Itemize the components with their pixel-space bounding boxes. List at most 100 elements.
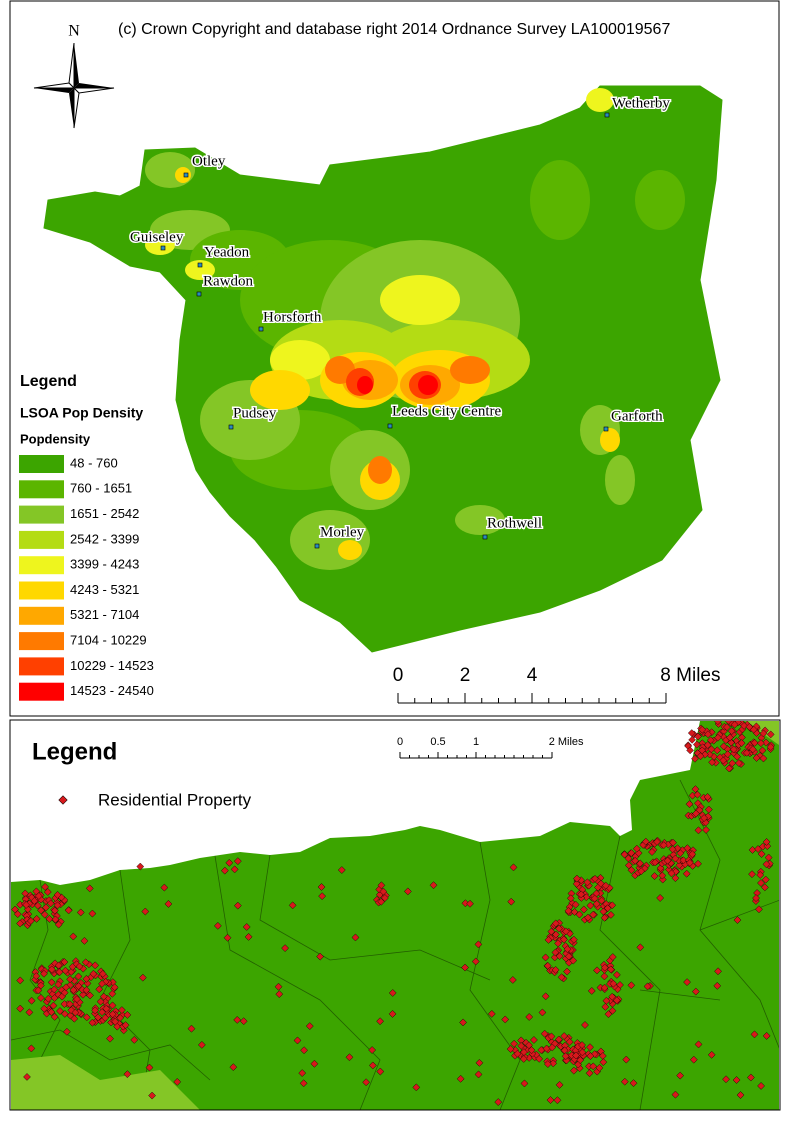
property-point (25, 1008, 34, 1017)
property-point (667, 869, 676, 878)
property-point (27, 917, 35, 925)
property-point (62, 983, 70, 992)
scale-label: 8 Miles (660, 665, 720, 686)
property-point (600, 972, 609, 981)
property-point (608, 1006, 617, 1015)
property-point (560, 935, 568, 944)
property-point (573, 874, 581, 883)
scale-label: 0 (393, 665, 404, 686)
property-point (99, 992, 108, 1001)
property-point (757, 879, 765, 887)
property-point (274, 982, 283, 991)
density-areas (145, 88, 685, 570)
property-point (578, 1048, 587, 1057)
place-label: Yeadon (204, 244, 250, 260)
property-point (79, 990, 87, 999)
property-point (40, 1004, 49, 1013)
property-point (53, 901, 62, 910)
property-point (22, 901, 30, 909)
property-point (121, 1021, 130, 1029)
property-point (116, 1014, 124, 1022)
property-point (727, 738, 735, 747)
property-point (759, 729, 768, 738)
property-point (563, 967, 571, 976)
property-point (244, 933, 253, 941)
property-point (748, 846, 757, 854)
property-point (50, 985, 59, 994)
property-point (754, 845, 762, 853)
property-point (589, 910, 597, 919)
property-point (456, 1075, 465, 1083)
property-point (578, 1041, 586, 1049)
property-point (13, 910, 22, 918)
legend-label: 760 - 1651 (70, 481, 132, 496)
property-point (570, 1066, 578, 1075)
property-point (591, 874, 599, 883)
property-point (692, 987, 700, 996)
property-point (624, 854, 633, 863)
property-point (130, 1036, 139, 1044)
property-point (637, 867, 646, 876)
lsoa-area (270, 340, 330, 380)
property-point (377, 881, 386, 890)
property-point (586, 1052, 595, 1060)
property-point (388, 1010, 397, 1018)
property-point (726, 733, 734, 742)
property-point (627, 981, 636, 990)
property-point (700, 814, 708, 822)
lsoa-area (605, 455, 635, 505)
property-point (752, 754, 761, 762)
property-point (586, 1043, 594, 1052)
property-point (61, 1010, 69, 1018)
property-point (474, 1070, 483, 1079)
property-point (21, 889, 30, 898)
property-point (82, 986, 91, 994)
property-point (582, 893, 591, 902)
property-point (27, 1044, 36, 1053)
property-point (764, 853, 773, 862)
property-point (627, 849, 636, 857)
property-point (369, 1061, 377, 1070)
property-point (89, 969, 98, 978)
property-point (525, 1013, 534, 1021)
property-point (719, 756, 728, 765)
property-point (758, 746, 767, 755)
legend-symbol (58, 795, 68, 805)
property-point (587, 987, 596, 995)
legend-swatch (19, 505, 64, 524)
property-point (41, 883, 49, 891)
property-point (572, 880, 581, 888)
property-point (748, 870, 756, 878)
property-point (694, 732, 702, 741)
property-point (102, 1004, 111, 1013)
property-point (47, 978, 56, 987)
property-point (239, 1017, 248, 1025)
place-label: Leeds City Centre (392, 403, 501, 419)
property-point (554, 939, 562, 948)
property-point (723, 750, 732, 759)
property-point (565, 1038, 574, 1046)
lsoa-area (250, 370, 310, 410)
legend-swatch (19, 581, 64, 600)
property-point (762, 860, 771, 869)
property-point (80, 937, 89, 945)
property-point (106, 1034, 114, 1043)
legend-swatch (19, 682, 64, 701)
property-point (160, 883, 169, 892)
property-point (698, 725, 707, 734)
property-point (70, 1014, 79, 1023)
property-point (703, 793, 712, 801)
property-point (98, 1008, 106, 1016)
property-point (592, 900, 601, 908)
property-point (494, 1098, 503, 1106)
property-point (766, 730, 775, 739)
property-point (517, 1042, 525, 1050)
scale-label: 2 Miles (549, 736, 584, 748)
legend-swatch (19, 556, 64, 575)
property-point (540, 1029, 549, 1038)
legend-label: 48 - 760 (70, 455, 118, 470)
legend-item: Residential Property (98, 790, 252, 809)
property-point (198, 1041, 206, 1049)
property-point (671, 854, 680, 863)
property-point (109, 978, 117, 986)
